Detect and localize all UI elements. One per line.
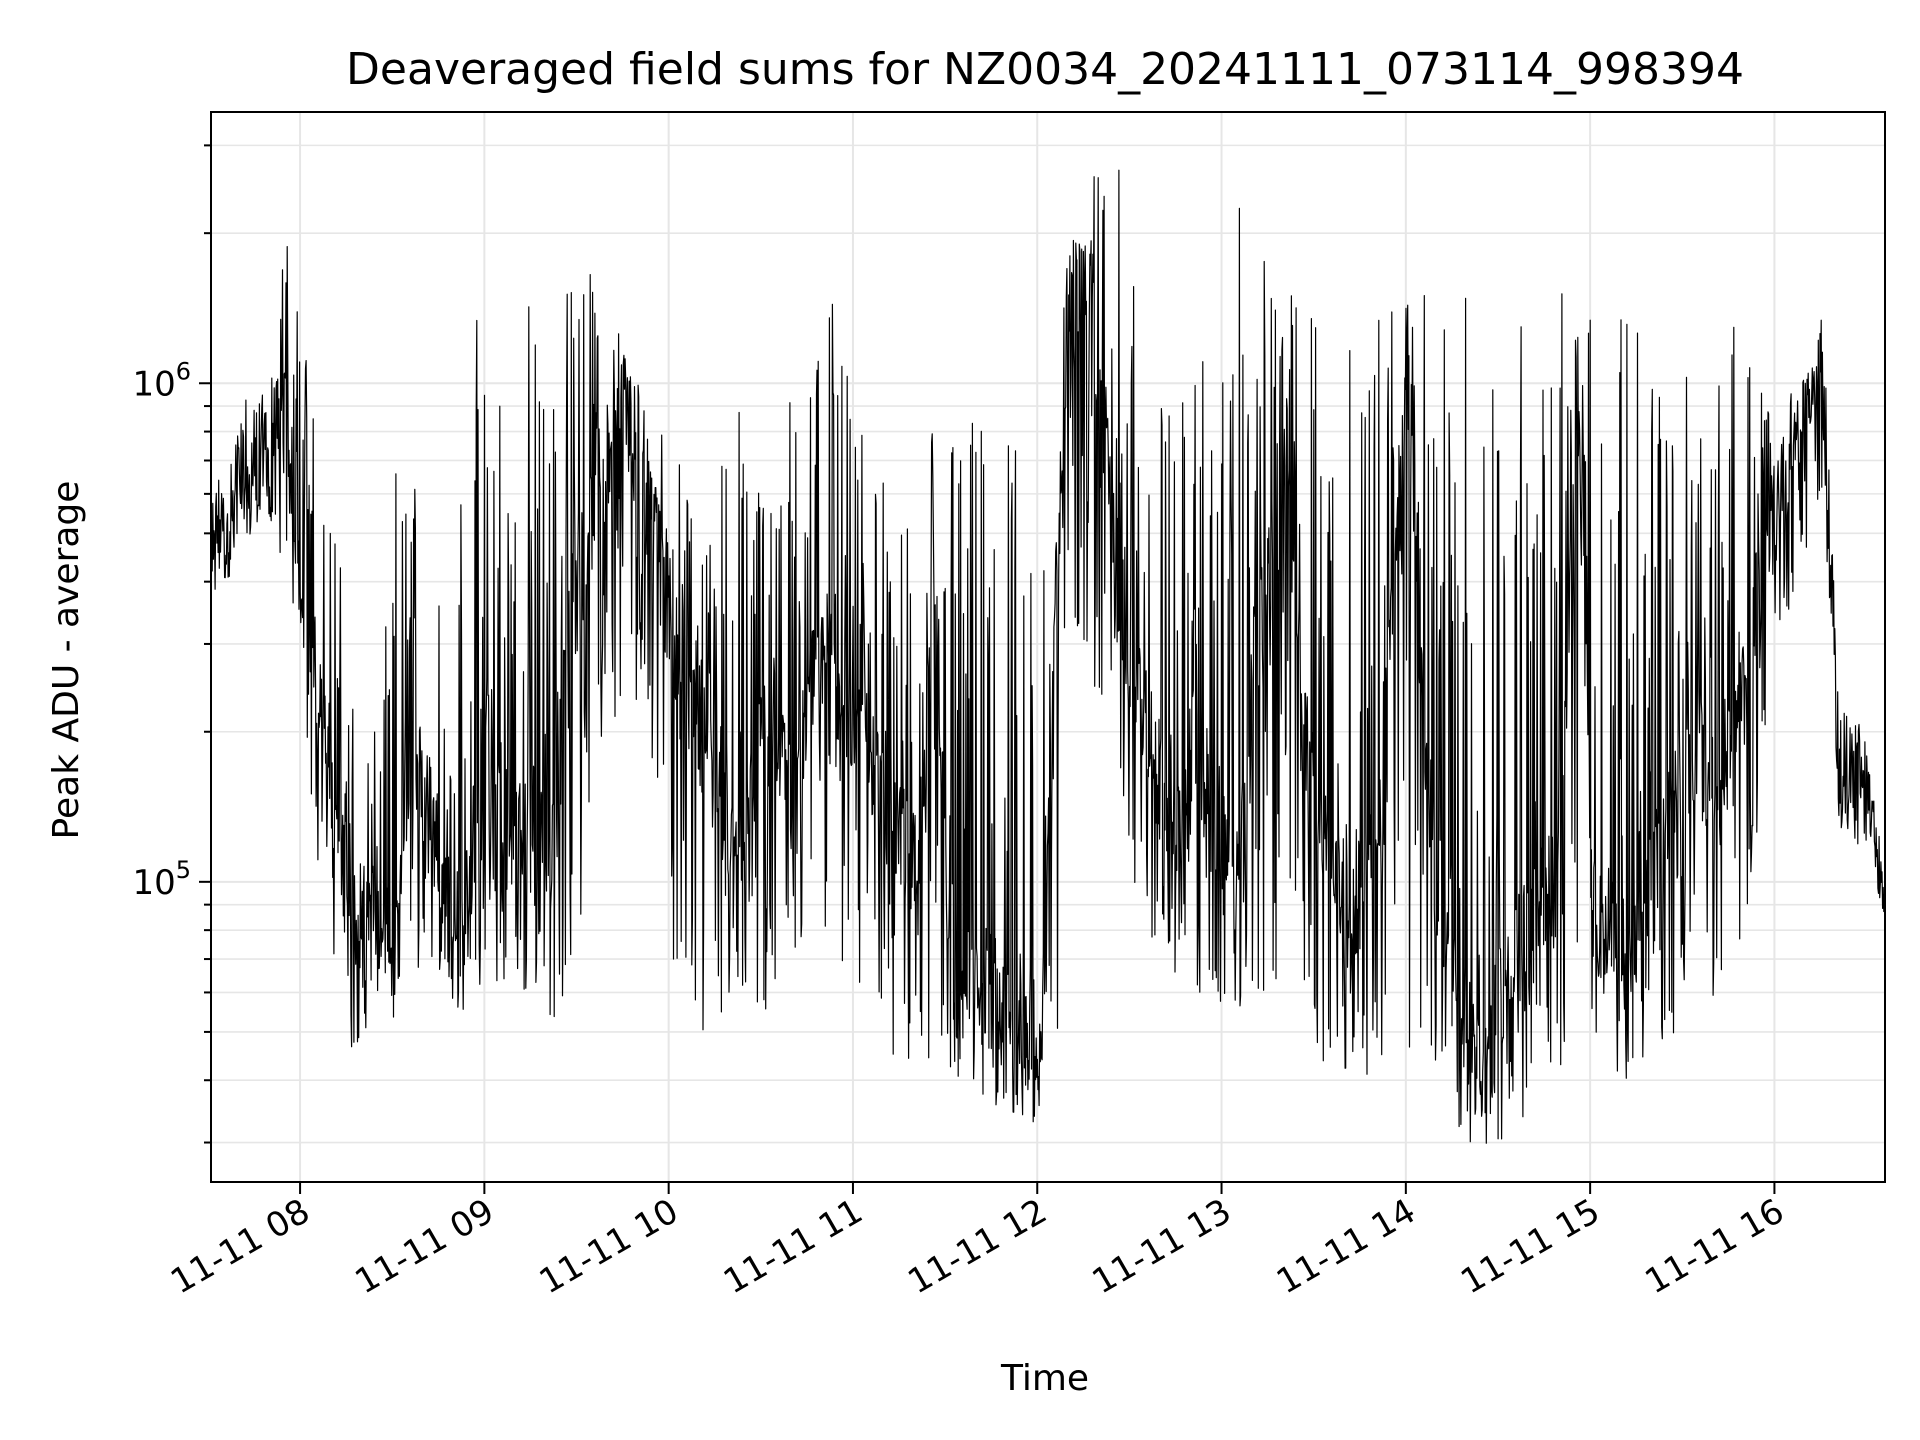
y-axis-label: Peak ADU - average: [46, 481, 87, 840]
chart-title: Deaveraged field sums for NZ0034_2024111…: [346, 44, 1744, 95]
series-layer: [210, 169, 1886, 1144]
y-tick-label: 106: [132, 357, 191, 404]
plot-frame: [210, 111, 1886, 1183]
series-line: [210, 169, 1886, 1144]
x-axis-label: Time: [1000, 1358, 1089, 1399]
grid: [211, 112, 1885, 1182]
y-tick-label: 105: [132, 856, 191, 903]
ticks: [199, 144, 1776, 1194]
